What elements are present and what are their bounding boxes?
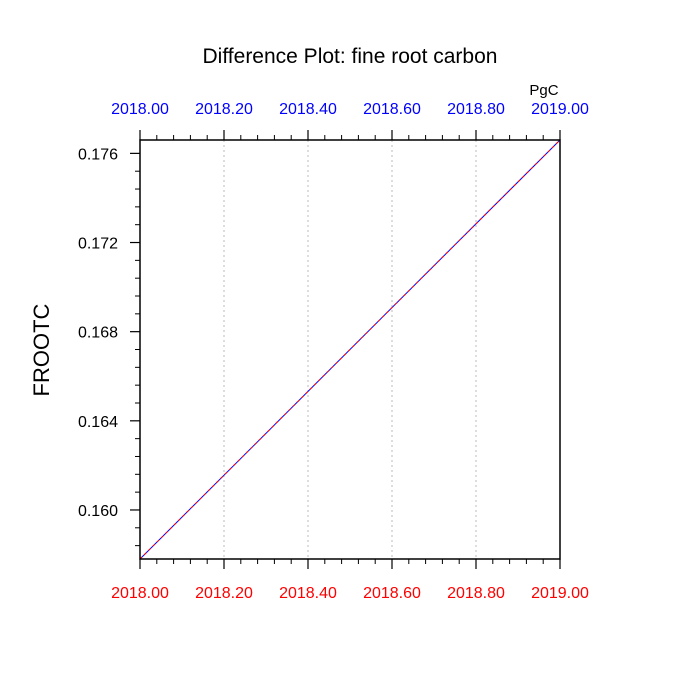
y-tick-label: 0.168 [78,325,118,342]
x-tick-label-bottom: 2018.20 [195,585,253,602]
y-tick-label: 0.176 [78,146,118,163]
y-axis-label: FROOTC [29,303,54,396]
x-tick-label-bottom: 2018.40 [279,585,337,602]
x-tick-label-top: 2018.60 [363,101,421,118]
x-tick-label-bottom: 2018.60 [363,585,421,602]
y-tick-label: 0.164 [78,414,118,431]
x-tick-label-bottom: 2019.00 [531,585,589,602]
x-tick-label-top: 2018.20 [195,101,253,118]
chart-title: Difference Plot: fine root carbon [203,45,498,68]
units-label: PgC [529,82,558,99]
y-tick-label: 0.160 [78,503,118,520]
axis-tick-labels: 2018.00 2018.00 2018.20 2018.20 2018.40 2018.… [78,101,589,602]
x-tick-label-bottom: 2018.80 [447,585,505,602]
x-tick-label-top: 2018.00 [111,101,169,118]
series-group [139,139,561,560]
x-tick-label-top: 2019.00 [531,101,589,118]
series-line [139,139,561,560]
plot-frame [139,139,561,560]
x-tick-label-bottom: 2018.00 [111,585,169,602]
y-tick-label: 0.172 [78,236,118,253]
axis-ticks [130,130,561,569]
x-tick-label-top: 2018.80 [447,101,505,118]
x-tick-label-top: 2018.40 [279,101,337,118]
